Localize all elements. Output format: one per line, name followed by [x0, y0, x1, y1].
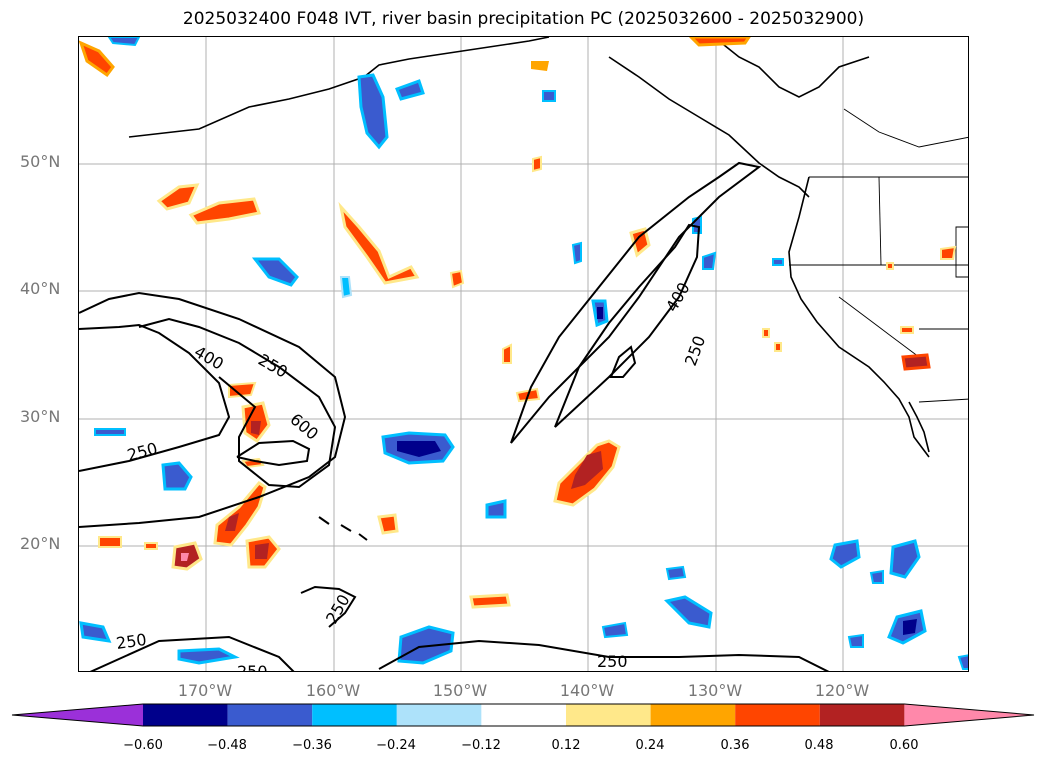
colorbar-cell	[735, 704, 820, 726]
ivt-label: 400	[191, 342, 227, 374]
lat-label-50n: 50°N	[20, 152, 61, 171]
colorbar-cell	[12, 704, 143, 726]
colorbar-outline	[11, 703, 1035, 727]
coastlines	[128, 37, 930, 541]
colorbar-cell	[904, 704, 1034, 726]
ivt-label: 250	[125, 439, 159, 465]
colorbar-cells	[11, 703, 1035, 727]
colorbar-tick: 0.48	[804, 738, 834, 753]
colorbar-cell	[650, 704, 736, 726]
ivt-contours	[79, 161, 830, 671]
colorbar	[11, 703, 1035, 727]
lon-label-140w: 140°W	[559, 681, 615, 700]
colorbar-cell	[481, 704, 566, 726]
colorbar-tick: −0.48	[207, 738, 247, 753]
colorbar-tick: 0.60	[889, 738, 919, 753]
colorbar-cell	[312, 704, 397, 726]
lon-label-150w: 150°W	[432, 681, 488, 700]
colorbar-tick: 0.12	[551, 738, 581, 753]
colorbar-cell	[396, 704, 482, 726]
ivt-label: 250	[115, 630, 148, 653]
ivt-label: 250	[597, 652, 628, 671]
lat-label-30n: 30°N	[20, 407, 61, 426]
precip-positive-patches	[79, 37, 957, 609]
ivt-label: 400	[662, 279, 694, 315]
ivt-label: 250	[681, 333, 709, 368]
lon-label-130w: 130°W	[687, 681, 743, 700]
lat-label-20n: 20°N	[20, 534, 61, 553]
precip-negative-patches	[79, 37, 968, 670]
lon-label-160w: 160°W	[305, 681, 361, 700]
ivt-labels: 400 250 600 250 250 250 250 400 250 250	[115, 279, 709, 672]
colorbar-tick: 0.36	[720, 738, 750, 753]
map-title: 2025032400 F048 IVT, river basin precipi…	[182, 9, 865, 29]
colorbar-tick: 0.24	[635, 738, 665, 753]
map-panel: 400 250 600 250 250 250 250 400 250 250	[78, 36, 969, 672]
colorbar-tick: −0.36	[292, 738, 332, 753]
state-borders	[789, 108, 968, 403]
colorbar-cell	[143, 704, 228, 726]
ivt-label: 600	[286, 410, 322, 444]
lon-label-170w: 170°W	[177, 681, 233, 700]
colorbar-tick: −0.24	[376, 738, 416, 753]
colorbar-cell	[566, 704, 651, 726]
ivt-label: 250	[322, 591, 354, 627]
colorbar-cell	[819, 704, 905, 726]
colorbar-cell	[227, 704, 313, 726]
ivt-label: 250	[237, 662, 268, 672]
lat-label-40n: 40°N	[20, 279, 61, 298]
lon-label-120w: 120°W	[814, 681, 870, 700]
colorbar-tick: −0.60	[123, 738, 163, 753]
colorbar-tick: −0.12	[461, 738, 501, 753]
map-canvas: 400 250 600 250 250 250 250 400 250 250	[79, 37, 968, 672]
